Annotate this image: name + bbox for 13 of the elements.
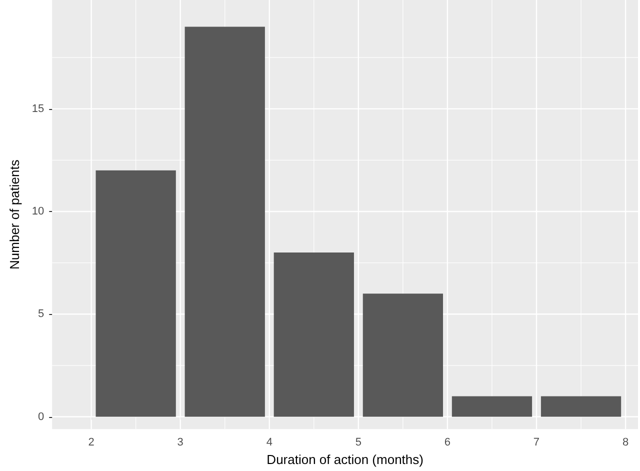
y-tick-label: 5 bbox=[38, 308, 44, 320]
y-tick-label: 0 bbox=[38, 410, 44, 423]
y-tick-label: 10 bbox=[32, 205, 44, 218]
x-axis-title: Duration of action (months) bbox=[266, 452, 424, 467]
x-tick-label: 5 bbox=[355, 436, 362, 449]
y-tick-label: 15 bbox=[32, 102, 44, 115]
x-tick-label: 8 bbox=[622, 436, 629, 449]
x-tick-label: 6 bbox=[444, 436, 451, 449]
x-tick-label: 3 bbox=[177, 436, 184, 449]
y-axis-title: Number of patients bbox=[7, 159, 22, 270]
x-tick-label: 2 bbox=[88, 436, 94, 449]
x-tick-label: 4 bbox=[266, 436, 272, 449]
x-tick-label: 7 bbox=[533, 436, 540, 449]
